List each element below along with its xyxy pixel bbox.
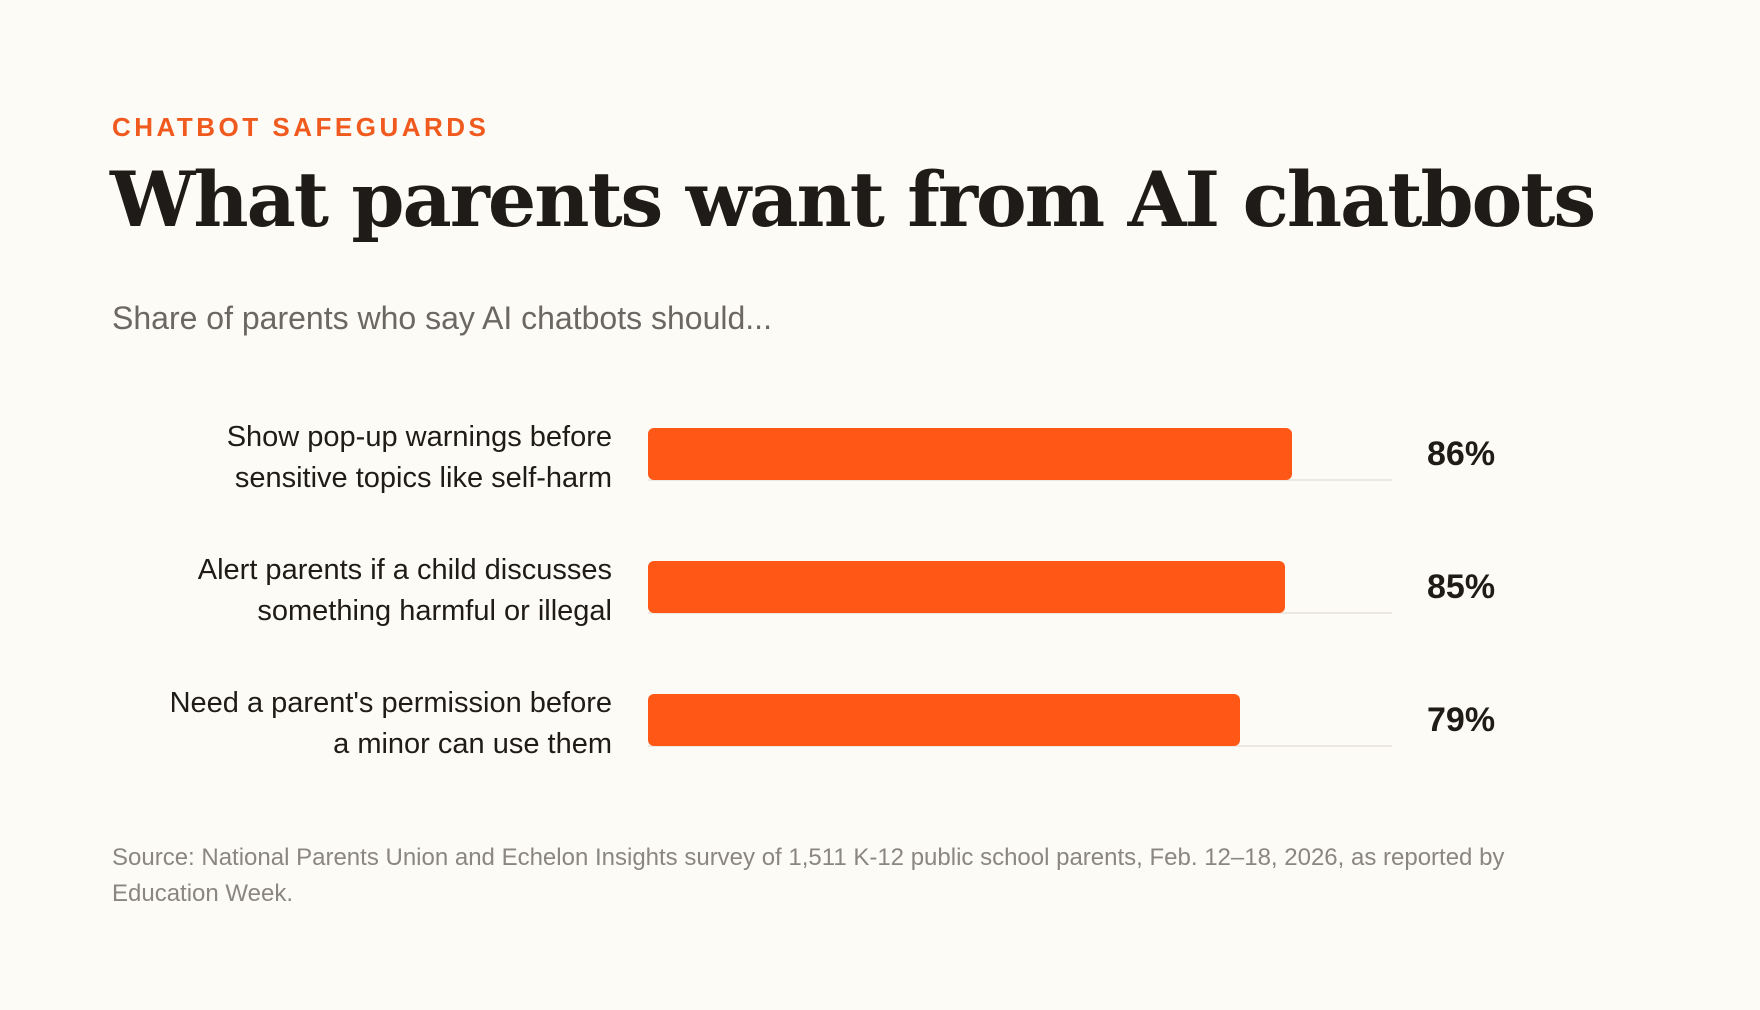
category-label-line: sensitive topics like self-harm [234, 462, 612, 494]
category-label: Need a parent's permission before a minor… [72, 683, 612, 765]
value-label: 86% [1427, 435, 1496, 473]
value-label: 85% [1427, 568, 1496, 606]
bar-track [648, 479, 1392, 481]
category-label-line: Need a parent's permission before [169, 687, 612, 719]
category-label-line: Alert parents if a child discusses [197, 554, 612, 586]
bar [648, 694, 1240, 746]
value-label: 79% [1427, 701, 1496, 739]
bar-track [648, 745, 1392, 747]
page-title: What parents want from AI chatbots [110, 155, 1596, 244]
source-note: Source: National Parents Union and Echel… [112, 844, 1505, 907]
category-label: Alert parents if a child discusses someth… [72, 550, 612, 632]
category-label-line: a minor can use them [333, 728, 612, 760]
category-label-line: something harmful or illegal [257, 595, 612, 627]
category-label: Show pop-up warnings before sensitive top… [72, 417, 612, 499]
bar-track [648, 612, 1392, 614]
bar [648, 428, 1293, 480]
category-label-line: Show pop-up warnings before [226, 421, 612, 453]
bar [648, 561, 1285, 613]
subtitle: Share of parents who say AI chatbots sho… [112, 300, 772, 336]
eyebrow: CHATBOT SAFEGUARDS [112, 112, 490, 142]
